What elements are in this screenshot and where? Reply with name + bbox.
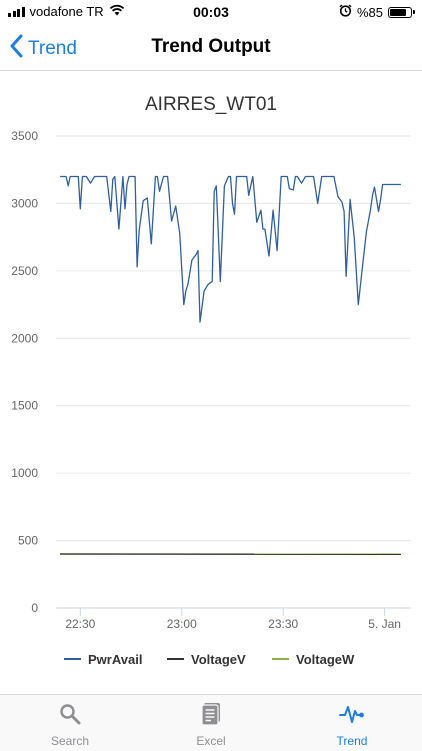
status-bar: vodafone TR 00:03 %85 xyxy=(0,0,422,24)
y-tick-label: 1000 xyxy=(11,466,38,480)
search-icon xyxy=(59,702,81,726)
y-tick-label: 0 xyxy=(31,601,38,615)
pulse-icon xyxy=(339,702,365,726)
page-title: Trend Output xyxy=(0,36,422,58)
tab-trend[interactable]: Trend xyxy=(282,695,422,751)
x-tick-label: 22:30 xyxy=(65,617,95,631)
y-tick-label: 2500 xyxy=(11,264,38,278)
tab-bar: Search Excel Trend xyxy=(0,694,422,751)
x-tick-label: 23:00 xyxy=(167,617,197,631)
battery-percent: %85 xyxy=(357,5,383,20)
y-tick-label: 1500 xyxy=(11,399,38,413)
y-tick-label: 3000 xyxy=(11,196,38,210)
tab-search[interactable]: Search xyxy=(0,695,140,751)
x-tick-label: 5. Jan xyxy=(368,617,401,631)
tab-search-label: Search xyxy=(51,734,89,748)
y-tick-label: 2000 xyxy=(11,331,38,345)
tab-excel-label: Excel xyxy=(196,734,225,748)
battery-icon xyxy=(388,7,412,18)
legend-item-voltagew[interactable]: VoltageW xyxy=(296,652,355,667)
y-tick-label: 500 xyxy=(18,534,38,548)
y-tick-label: 3500 xyxy=(11,129,38,143)
tab-trend-label: Trend xyxy=(337,734,368,748)
document-icon xyxy=(200,702,222,726)
legend-item-pwravail[interactable]: PwrAvail xyxy=(88,652,142,667)
legend-item-voltagev[interactable]: VoltageV xyxy=(191,652,246,667)
tab-excel[interactable]: Excel xyxy=(141,695,281,751)
chart-title: AIRRES_WT01 xyxy=(0,94,422,116)
alarm-icon xyxy=(339,4,352,20)
x-tick-label: 23:30 xyxy=(268,617,298,631)
nav-bar: Trend Trend Output xyxy=(0,24,422,71)
series-line-pwravail xyxy=(60,177,401,323)
